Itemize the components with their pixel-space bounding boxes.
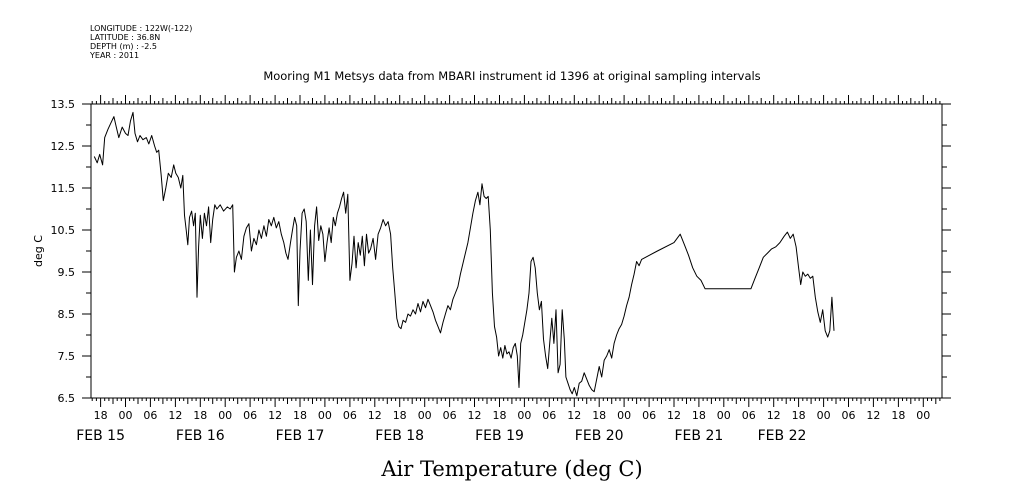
x-hour-label: 00 [418,409,432,422]
x-day-label: FEB 18 [375,428,424,444]
meta-year: YEAR : 2011 [89,51,139,60]
x-hour-label: 06 [243,409,257,422]
y-tick-label: 12.5 [51,140,76,153]
x-hour-label: 06 [842,409,856,422]
x-hour-label: 12 [268,409,282,422]
x-hour-label: 18 [692,409,706,422]
meta-depth: DEPTH (m) : -2.5 [90,42,157,51]
y-tick-label: 10.5 [51,224,76,237]
x-hour-label: 12 [767,409,781,422]
x-day-label: FEB 19 [475,428,524,444]
chart-title: Mooring M1 Metsys data from MBARI instru… [263,69,760,83]
x-hour-label: 12 [667,409,681,422]
x-hour-label: 18 [293,409,307,422]
meta-longitude: LONGITUDE : 122W(-122) [90,24,192,33]
y-tick-labels: 13.5 12.5 11.5 10.5 9.5 8.5 7.5 6.5 [51,98,76,405]
x-axis-label: Air Temperature (deg C) [380,457,642,481]
x-hour-label: 12 [468,409,482,422]
x-day-label: FEB 21 [675,428,724,444]
series-group [93,111,835,397]
y-tick-label: 7.5 [58,350,76,363]
y-tick-label: 13.5 [51,98,76,111]
x-hour-label: 06 [143,409,157,422]
x-hour-label: 12 [567,409,581,422]
x-hour-label: 18 [393,409,407,422]
y-tick-label: 11.5 [51,182,76,195]
series-line-air-temperature [93,111,835,397]
y-tick-label: 9.5 [58,266,76,279]
x-hour-label: 06 [642,409,656,422]
x-hour-label: 18 [193,409,207,422]
x-day-label: FEB 20 [575,428,624,444]
x-hour-label: 00 [817,409,831,422]
mooring-metadata: LONGITUDE : 122W(-122) LATITUDE : 36.8N … [89,24,192,60]
x-hour-label: 00 [717,409,731,422]
x-day-label: FEB 15 [76,428,125,444]
x-hour-label: 18 [792,409,806,422]
x-hour-label: 06 [443,409,457,422]
x-hour-label: 18 [94,409,108,422]
x-hour-label: 00 [517,409,531,422]
y-axis-label: deg C [32,235,45,267]
x-day-label: FEB 17 [276,428,325,444]
x-day-label: FEB 16 [176,428,225,444]
axis-ticks [82,95,951,407]
x-hour-label: 12 [168,409,182,422]
x-hour-label: 00 [617,409,631,422]
x-hour-label: 00 [218,409,232,422]
x-hour-label: 00 [916,409,930,422]
x-hour-label: 06 [542,409,556,422]
x-hour-label: 18 [891,409,905,422]
x-day-label: FEB 22 [758,428,807,444]
x-hour-label: 00 [318,409,332,422]
y-tick-label: 8.5 [58,308,76,321]
x-hour-label: 06 [742,409,756,422]
y-tick-label: 6.5 [58,392,76,405]
x-hour-label: 12 [368,409,382,422]
x-hour-label: 12 [866,409,880,422]
x-hour-label: 06 [343,409,357,422]
x-hour-label: 18 [592,409,606,422]
x-hour-label: 00 [119,409,133,422]
meta-latitude: LATITUDE : 36.8N [90,33,160,42]
x-tick-labels: 18 00 06 12 18 00 06 12 18 00 06 12 18 00 06 12 18 00 06 12… [76,409,930,444]
x-hour-label: 18 [493,409,507,422]
